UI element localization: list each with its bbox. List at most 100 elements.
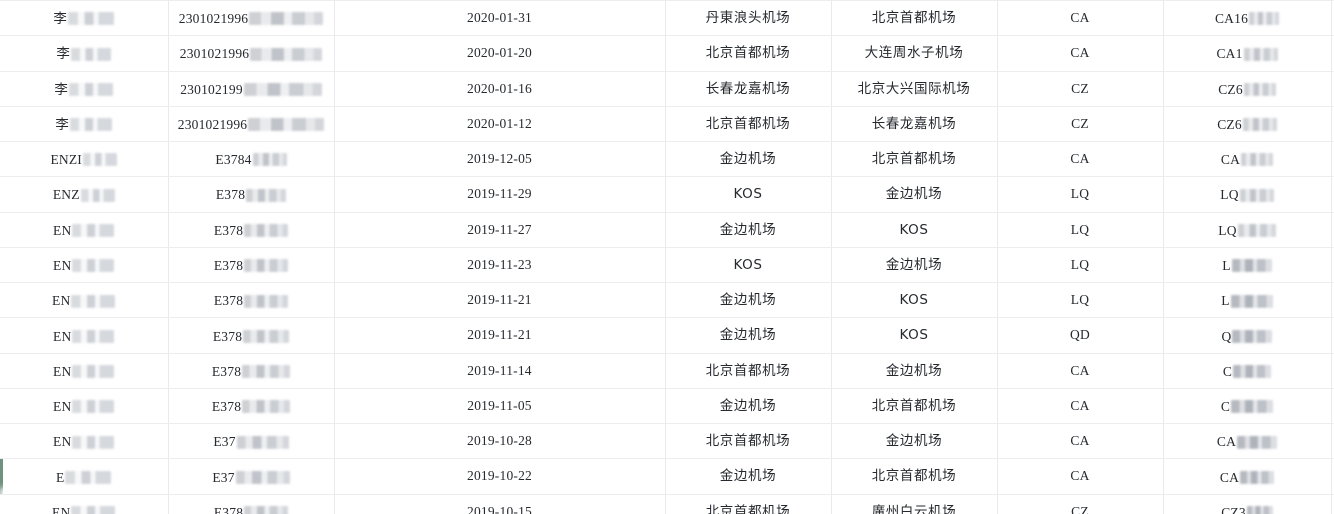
travel-date-cell[interactable]: 2019-11-14 [334, 353, 666, 389]
flight-number-cell[interactable]: Q [1163, 317, 1332, 354]
departure-airport-cell[interactable]: 金边机场 [665, 282, 832, 319]
id-number-cell[interactable]: 2301021996 [168, 0, 335, 37]
travel-date-cell[interactable]: 2019-11-05 [334, 388, 666, 425]
table-row[interactable]: 李 2301021996 2020-01-12 北京首都机场 长春龙嘉机场 CZ CZ6 [0, 106, 1334, 143]
travel-date-cell[interactable]: 2020-01-16 [334, 71, 666, 107]
id-number-cell[interactable]: E378 [168, 353, 335, 389]
arrival-airport-cell[interactable]: 大连周水子机场 [831, 35, 998, 72]
record-tag-cell[interactable]: ENZHU [1331, 423, 1334, 460]
travel-date-cell[interactable]: 2020-01-12 [334, 106, 666, 143]
travel-date-cell[interactable]: 2019-11-27 [334, 212, 666, 248]
flight-number-cell[interactable]: CA [1163, 458, 1332, 495]
id-number-cell[interactable]: E3784 [168, 141, 335, 178]
record-tag-cell[interactable]: ENZHU [1331, 176, 1334, 213]
record-tag-cell[interactable]: ENZHU [1331, 388, 1334, 425]
record-tag-cell[interactable]: ENZHU [1331, 353, 1334, 389]
airline-code-cell[interactable]: CA [997, 388, 1164, 425]
passenger-name-cell[interactable]: 李 [0, 0, 169, 37]
departure-airport-cell[interactable]: 北京首都机场 [665, 494, 832, 514]
table-row[interactable]: 李 230102199 2020-01-16 长春龙嘉机场 北京大兴国际机场 CZ CZ6 [0, 71, 1334, 107]
passenger-name-cell[interactable]: 李 [0, 106, 169, 143]
record-tag-cell[interactable] [1331, 106, 1334, 143]
arrival-airport-cell[interactable]: 北京首都机场 [831, 458, 998, 495]
departure-airport-cell[interactable]: 金边机场 [665, 458, 832, 495]
id-number-cell[interactable]: E378 [168, 282, 335, 319]
flight-number-cell[interactable]: CA16 [1163, 0, 1332, 37]
id-number-cell[interactable]: E378 [168, 317, 335, 354]
airline-code-cell[interactable]: LQ [997, 282, 1164, 319]
flight-number-cell[interactable]: CZ3 [1163, 494, 1332, 514]
airline-code-cell[interactable]: LQ [997, 247, 1164, 284]
passenger-name-cell[interactable]: EN [0, 317, 169, 354]
passenger-name-cell[interactable]: EN [0, 423, 169, 460]
record-tag-cell[interactable]: ENZHU [1331, 141, 1334, 178]
flight-number-cell[interactable]: CA1 [1163, 35, 1332, 72]
passenger-name-cell[interactable]: EN [0, 388, 169, 425]
record-tag-cell[interactable]: ENZHU [1331, 247, 1334, 284]
travel-date-cell[interactable]: 2020-01-31 [334, 0, 666, 37]
arrival-airport-cell[interactable]: KOS [831, 212, 998, 248]
passenger-name-cell[interactable]: EN [0, 212, 169, 248]
passenger-name-cell[interactable]: 李 [0, 35, 169, 72]
record-tag-cell[interactable]: ENZHU [1331, 458, 1334, 495]
departure-airport-cell[interactable]: 金边机场 [665, 388, 832, 425]
departure-airport-cell[interactable]: 长春龙嘉机场 [665, 71, 832, 107]
airline-code-cell[interactable]: CZ [997, 106, 1164, 143]
id-number-cell[interactable]: E378 [168, 212, 335, 248]
record-tag-cell[interactable]: ENZHU [1331, 317, 1334, 354]
airline-code-cell[interactable]: LQ [997, 212, 1164, 248]
airline-code-cell[interactable]: CA [997, 353, 1164, 389]
id-number-cell[interactable]: E37 [168, 423, 335, 460]
passenger-name-cell[interactable]: E [0, 458, 169, 495]
travel-date-cell[interactable]: 2019-10-15 [334, 494, 666, 514]
departure-airport-cell[interactable]: 金边机场 [665, 212, 832, 248]
airline-code-cell[interactable]: CA [997, 423, 1164, 460]
id-number-cell[interactable]: E37 [168, 458, 335, 495]
flight-number-cell[interactable]: CA [1163, 423, 1332, 460]
departure-airport-cell[interactable]: 北京首都机场 [665, 106, 832, 143]
travel-date-cell[interactable]: 2019-11-21 [334, 282, 666, 319]
arrival-airport-cell[interactable]: 北京首都机场 [831, 0, 998, 37]
passenger-name-cell[interactable]: EN [0, 494, 169, 514]
record-tag-cell[interactable] [1331, 71, 1334, 107]
flight-number-cell[interactable]: LQ [1163, 176, 1332, 213]
table-row[interactable]: 李 2301021996 2020-01-31 丹東浪头机场 北京首都机场 CA CA16 [0, 0, 1334, 37]
departure-airport-cell[interactable]: 金边机场 [665, 317, 832, 354]
airline-code-cell[interactable]: CA [997, 35, 1164, 72]
id-number-cell[interactable]: E378 [168, 388, 335, 425]
passenger-name-cell[interactable]: EN [0, 353, 169, 389]
travel-date-cell[interactable]: 2019-10-22 [334, 458, 666, 495]
airline-code-cell[interactable]: CZ [997, 71, 1164, 107]
record-tag-cell[interactable]: ENZHU [1331, 212, 1334, 248]
airline-code-cell[interactable]: CA [997, 0, 1164, 37]
arrival-airport-cell[interactable]: KOS [831, 317, 998, 354]
arrival-airport-cell[interactable]: 北京大兴国际机场 [831, 71, 998, 107]
flight-number-cell[interactable]: C [1163, 388, 1332, 425]
travel-date-cell[interactable]: 2019-10-28 [334, 423, 666, 460]
passenger-name-cell[interactable]: ENZ [0, 176, 169, 213]
airline-code-cell[interactable]: QD [997, 317, 1164, 354]
arrival-airport-cell[interactable]: 廣州白云机场 [831, 494, 998, 514]
passenger-name-cell[interactable]: EN [0, 247, 169, 284]
arrival-airport-cell[interactable]: 长春龙嘉机场 [831, 106, 998, 143]
id-number-cell[interactable]: 2301021996 [168, 35, 335, 72]
airline-code-cell[interactable]: CA [997, 458, 1164, 495]
departure-airport-cell[interactable]: 北京首都机场 [665, 35, 832, 72]
id-number-cell[interactable]: E378 [168, 247, 335, 284]
flight-number-cell[interactable]: CZ6 [1163, 106, 1332, 143]
arrival-airport-cell[interactable]: 金边机场 [831, 176, 998, 213]
arrival-airport-cell[interactable]: KOS [831, 282, 998, 319]
departure-airport-cell[interactable]: 北京首都机场 [665, 353, 832, 389]
arrival-airport-cell[interactable]: 北京首都机场 [831, 388, 998, 425]
passenger-name-cell[interactable]: 李 [0, 71, 169, 107]
